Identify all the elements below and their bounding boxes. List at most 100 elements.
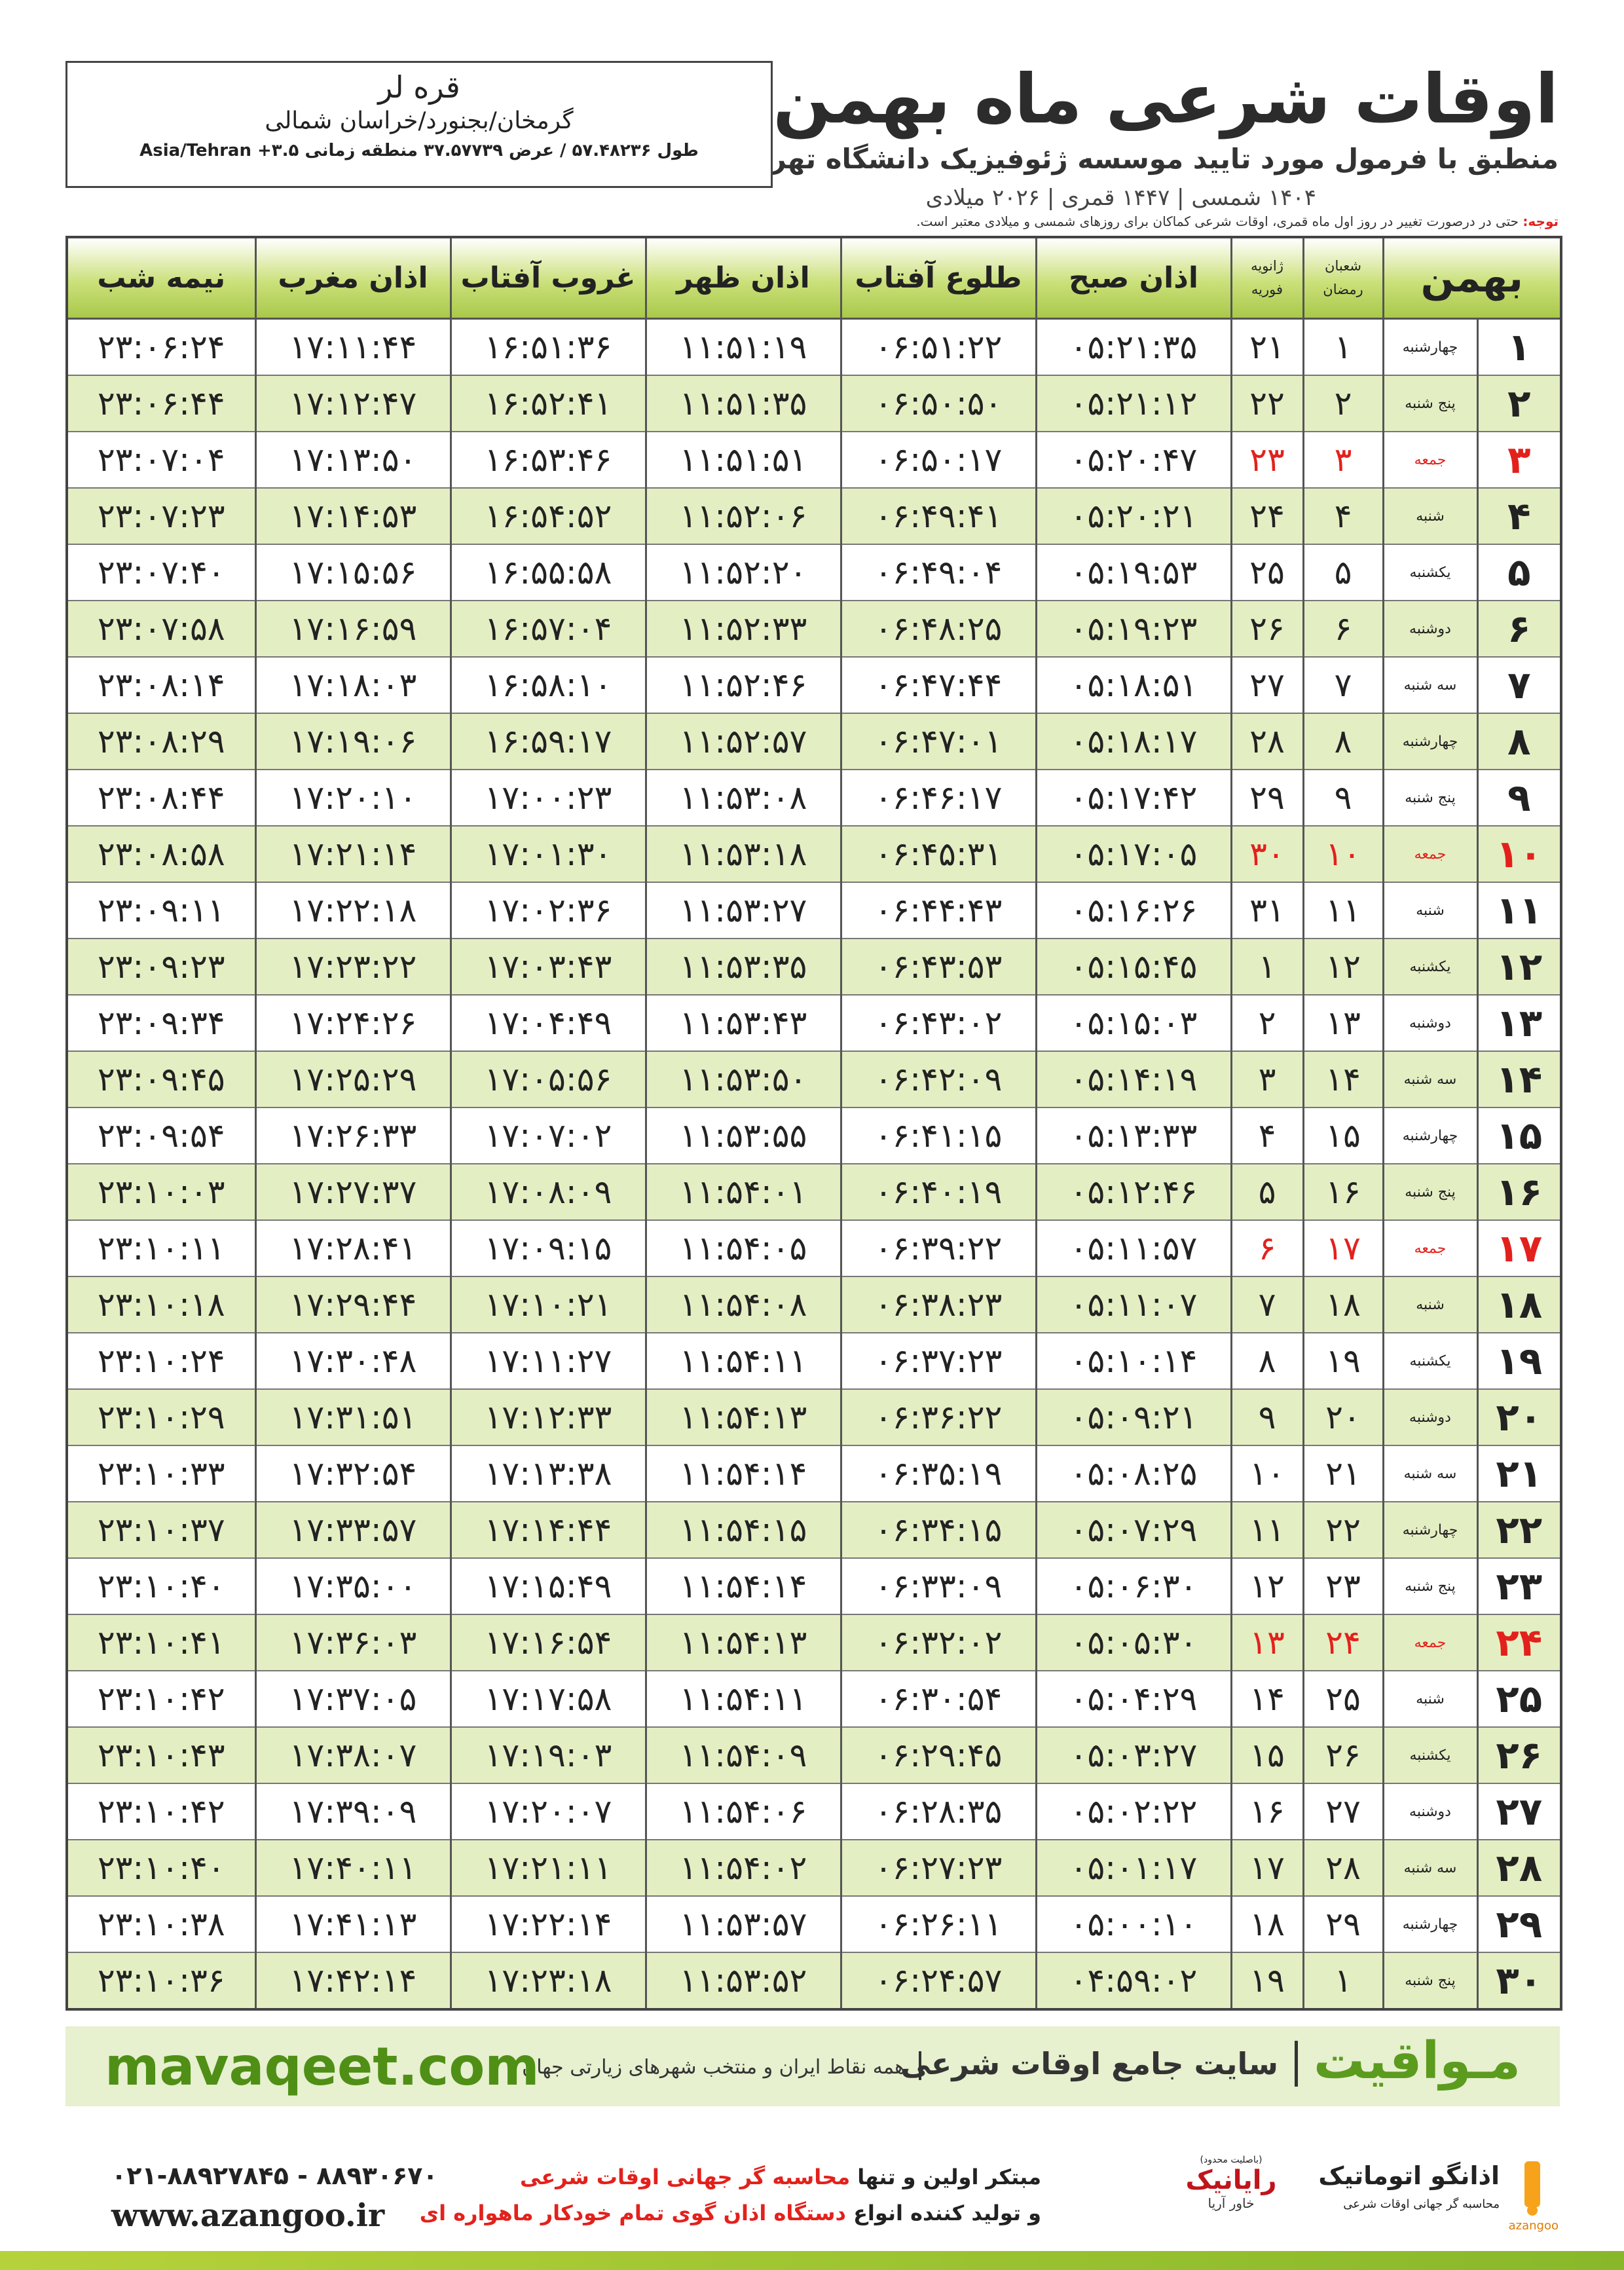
logo-azangoo: اذانگو اتوماتیک محاسبه گر جهانی اوقات شر… — [1318, 2155, 1559, 2237]
table-cell: ۱۵ — [1476, 1107, 1562, 1164]
table-cell: ۲۳:۱۰:۳۷ — [65, 1501, 257, 1559]
table-cell: ۲۵ — [1476, 1670, 1562, 1728]
logo-name: رایانیک — [1185, 2165, 1277, 2195]
table-cell: ۱۷:۰۷:۰۲ — [449, 1107, 647, 1164]
table-cell: ۱۷:۳۸:۰۷ — [254, 1726, 452, 1784]
table-cell: ۲۳:۱۰:۰۳ — [65, 1163, 257, 1221]
table-cell: ۱۶:۵۷:۰۴ — [449, 600, 647, 658]
table-cell: ۱۶ — [1476, 1163, 1562, 1221]
website[interactable]: www.azangoo.ir — [111, 2197, 385, 2234]
table-cell: ۱۷:۱۴:۵۳ — [254, 487, 452, 545]
table-row: ۴ شنبه ۴ ۲۴ ۰۵:۲۰:۲۱ ۰۶:۴۹:۴۱ ۱۱:۵۲:۰۶ ۱۶:۵۴:۵۲… — [65, 487, 1562, 545]
table-cell: ۱۷:۰۹:۱۵ — [449, 1219, 647, 1277]
table-cell: ۲۳:۱۰:۴۱ — [65, 1614, 257, 1671]
table-cell: ۱۷:۲۰:۱۰ — [254, 769, 452, 827]
phone: ۰۲۱-۸۸۹۲۷۸۴۵ - ۸۸۹۳۰۶۷۰ — [111, 2161, 438, 2190]
table-cell: ۰۶:۲۷:۲۳ — [840, 1839, 1037, 1897]
footer-line: مبتکر اولین و تنها محاسبه گر جهانی اوقات… — [520, 2165, 1041, 2189]
banner-scope: همه نقاط ایران و منتخب شهرهای زیارتی جها… — [522, 2056, 905, 2079]
table-cell: ۲۲ — [1302, 1501, 1384, 1559]
table-cell: ۰۶:۳۸:۲۳ — [840, 1276, 1037, 1333]
table-row: ۶ دوشنبه ۶ ۲۶ ۰۵:۱۹:۲۳ ۰۶:۴۸:۲۵ ۱۱:۵۲:۳۳ ۱۶:۵۷:… — [65, 600, 1562, 658]
table-row: ۲۴ جمعه ۲۴ ۱۳ ۰۵:۰۵:۳۰ ۰۶:۳۲:۰۲ ۱۱:۵۴:۱۳ ۱۷:۱۶:… — [65, 1614, 1562, 1671]
table-row: ۱ چهارشنبه ۱ ۲۱ ۰۵:۲۱:۳۵ ۰۶:۵۱:۲۲ ۱۱:۵۱:۱۹ ۱۶:۵… — [65, 318, 1562, 376]
table-cell: ۱۷:۳۵:۰۰ — [254, 1557, 452, 1615]
table-row: ۱۲ یکشنبه ۱۲ ۱ ۰۵:۱۵:۴۵ ۰۶:۴۳:۵۳ ۱۱:۵۳:۳۵ ۱۷:۰۳… — [65, 938, 1562, 995]
table-cell: ۰۵:۱۷:۰۵ — [1035, 825, 1232, 883]
column-header-line: رمضان — [1323, 281, 1363, 297]
table-cell: ۰۶:۴۶:۱۷ — [840, 769, 1037, 827]
table-cell: ۱۱:۵۴:۱۴ — [644, 1445, 842, 1502]
table-cell: ۱۱:۵۴:۱۵ — [644, 1501, 842, 1559]
table-cell: ۱۱ — [1476, 882, 1562, 939]
table-cell: ۰۵:۱۵:۴۵ — [1035, 938, 1232, 995]
table-cell: ۲۹ — [1476, 1895, 1562, 1953]
table-cell: ۵ — [1230, 1163, 1304, 1221]
table-cell: ۰۵:۲۰:۴۷ — [1035, 431, 1232, 489]
table-cell: ۱۷:۱۱:۴۴ — [254, 318, 452, 376]
table-cell: ۱۷:۴۰:۱۱ — [254, 1839, 452, 1897]
separator — [1295, 2041, 1298, 2087]
table-cell: ۱۷:۱۴:۴۴ — [449, 1501, 647, 1559]
table-cell: ۷ — [1302, 656, 1384, 714]
table-cell: دوشنبه — [1382, 1783, 1479, 1840]
table-cell: ۲۱ — [1230, 318, 1304, 376]
table-cell: ۰۵:۰۹:۲۱ — [1035, 1388, 1232, 1446]
table-cell: ۲ — [1302, 375, 1384, 432]
table-row: ۱۳ دوشنبه ۱۳ ۲ ۰۵:۱۵:۰۳ ۰۶:۴۳:۰۲ ۱۱:۵۳:۴۳ ۱۷:۰۴… — [65, 994, 1562, 1052]
table-cell: ۱۶:۵۸:۱۰ — [449, 656, 647, 714]
table-cell: ۳۱ — [1230, 882, 1304, 939]
table-cell: ۲۳:۰۷:۵۸ — [65, 600, 257, 658]
column-header: اذان صبح — [1035, 236, 1232, 320]
table-cell: ۱۶:۵۱:۳۶ — [449, 318, 647, 376]
table-cell: ۱۳ — [1476, 994, 1562, 1052]
table-cell: ۲۳:۱۰:۴۰ — [65, 1557, 257, 1615]
table-row: ۹ پنج شنبه ۹ ۲۹ ۰۵:۱۷:۴۲ ۰۶:۴۶:۱۷ ۱۱:۵۳:۰۸ ۱۷:۰… — [65, 769, 1562, 827]
table-cell: ۱۱:۵۲:۳۳ — [644, 600, 842, 658]
table-cell: ۱۷:۰۳:۴۳ — [449, 938, 647, 995]
note-label: توجه: — [1522, 214, 1559, 229]
table-cell: ۰۶:۴۹:۴۱ — [840, 487, 1037, 545]
table-cell: ۱۱:۵۴:۱۳ — [644, 1388, 842, 1446]
table-cell: ۰۶:۲۴:۵۷ — [840, 1952, 1037, 2010]
table-cell: ۲۴ — [1230, 487, 1304, 545]
table-cell: جمعه — [1382, 1614, 1479, 1671]
table-cell: ۱۷:۱۵:۵۶ — [254, 544, 452, 601]
table-cell: پنج شنبه — [1382, 769, 1479, 827]
table-cell: ۴ — [1476, 487, 1562, 545]
table-row: ۲۶ یکشنبه ۲۶ ۱۵ ۰۵:۰۳:۲۷ ۰۶:۲۹:۴۵ ۱۱:۵۴:۰۹ ۱۷:۱… — [65, 1726, 1562, 1784]
table-cell: ۶ — [1302, 600, 1384, 658]
table-cell: ۰۶:۴۹:۰۴ — [840, 544, 1037, 601]
table-cell: ۱۷:۱۳:۳۸ — [449, 1445, 647, 1502]
table-cell: ۰۶:۴۰:۱۹ — [840, 1163, 1037, 1221]
table-cell: ۱۷:۳۶:۰۳ — [254, 1614, 452, 1671]
table-cell: سه شنبه — [1382, 656, 1479, 714]
table-cell: ۵ — [1476, 544, 1562, 601]
table-cell: پنج شنبه — [1382, 1163, 1479, 1221]
table-cell: ۲۳:۰۹:۴۵ — [65, 1051, 257, 1108]
logo-latin: azangoo — [1508, 2219, 1559, 2233]
table-cell: ۰۵:۰۶:۳۰ — [1035, 1557, 1232, 1615]
table-cell: ۰۵:۲۰:۲۱ — [1035, 487, 1232, 545]
table-cell: ۰۵:۱۱:۰۷ — [1035, 1276, 1232, 1333]
table-cell: ۰۵:۱۷:۴۲ — [1035, 769, 1232, 827]
table-cell: ۱۶:۵۴:۵۲ — [449, 487, 647, 545]
logo-icon — [1524, 2161, 1540, 2216]
table-cell: چهارشنبه — [1382, 1501, 1479, 1559]
table-cell: ۱۷:۲۸:۴۱ — [254, 1219, 452, 1277]
table-cell: ۲۳:۱۰:۲۴ — [65, 1332, 257, 1390]
table-cell: ۱۱:۵۳:۵۰ — [644, 1051, 842, 1108]
banner-url[interactable]: mavaqeet.com — [105, 2036, 540, 2097]
table-cell: ۲۳:۰۶:۲۴ — [65, 318, 257, 376]
table-cell: پنج شنبه — [1382, 1557, 1479, 1615]
table-cell: ۰۶:۲۶:۱۱ — [840, 1895, 1037, 1953]
table-cell: ۱۱:۵۳:۴۳ — [644, 994, 842, 1052]
table-cell: ۱۱:۵۲:۴۶ — [644, 656, 842, 714]
table-cell: ۲۱ — [1476, 1445, 1562, 1502]
table-cell: ۱ — [1302, 1952, 1384, 2010]
table-cell: ۲۶ — [1302, 1726, 1384, 1784]
table-cell: ۲۰ — [1302, 1388, 1384, 1446]
table-cell: ۱۷:۲۵:۲۹ — [254, 1051, 452, 1108]
